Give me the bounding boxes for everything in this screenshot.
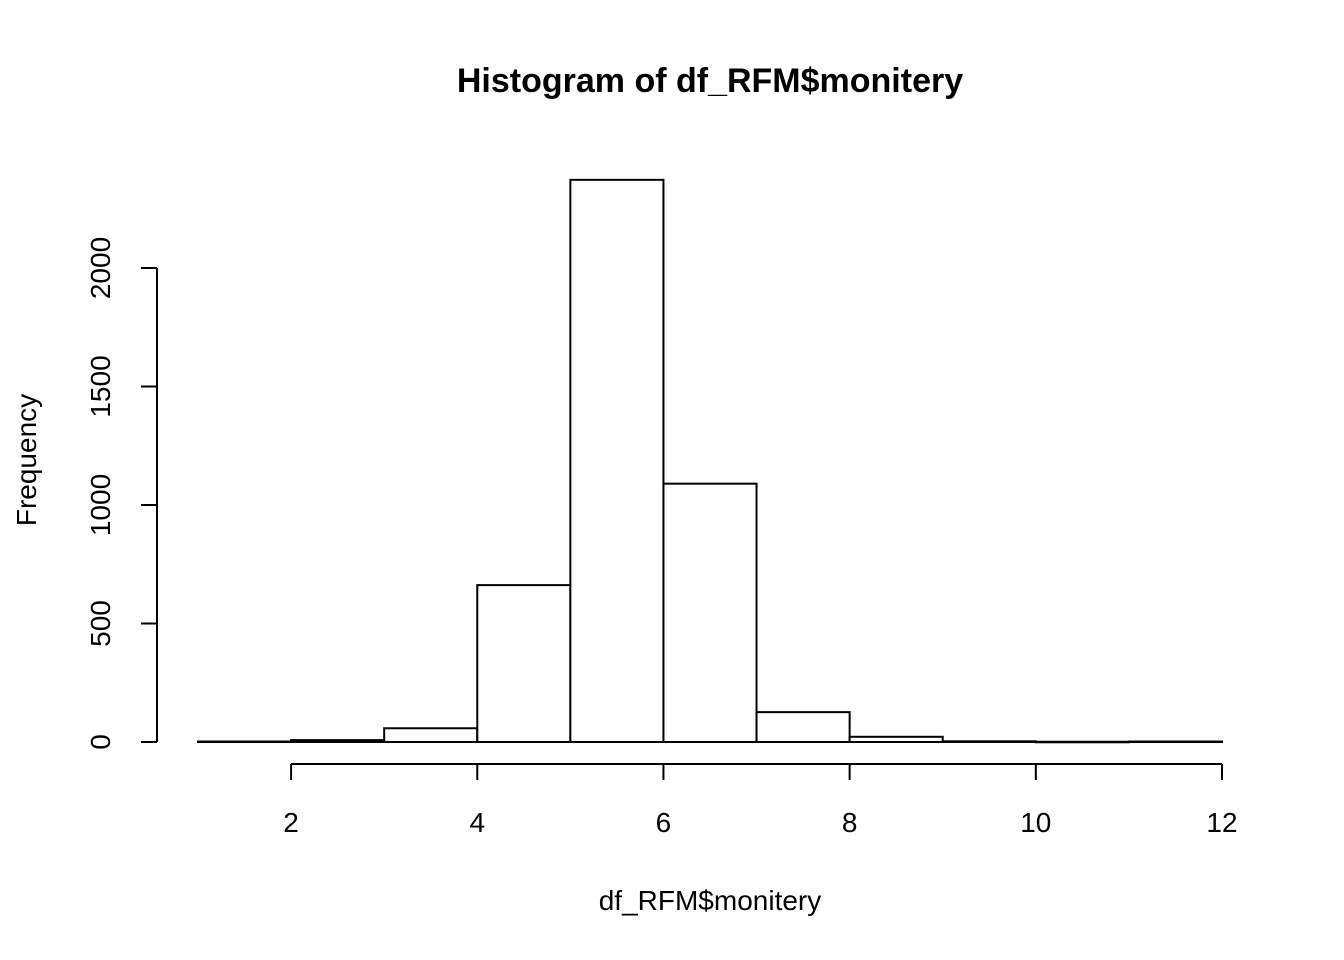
x-tick-label: 4: [469, 807, 485, 838]
y-tick-label: 1500: [85, 355, 116, 417]
x-axis-label: df_RFM$monitery: [599, 885, 822, 916]
x-tick-label: 8: [842, 807, 858, 838]
bars-group: [197, 178, 1223, 744]
x-axis: 2 4 6 8 10 12: [283, 763, 1238, 838]
y-tick-label: 0: [85, 734, 116, 750]
x-tick-label: 10: [1020, 807, 1051, 838]
y-tick-label: 1000: [85, 474, 116, 536]
y-axis-label: Frequency: [11, 394, 42, 526]
x-tick-label: 2: [283, 807, 299, 838]
y-tick-label: 500: [85, 600, 116, 647]
histogram-bar: [290, 739, 386, 744]
y-tick-label: 2000: [85, 237, 116, 299]
histogram-bar: [1127, 740, 1223, 744]
histogram-bar: [476, 584, 572, 744]
histogram-bar: [383, 727, 479, 744]
histogram-bar: [662, 482, 758, 743]
x-tick-label: 6: [656, 807, 672, 838]
histogram-bar: [197, 740, 293, 744]
histogram-bar: [569, 178, 665, 743]
histogram-bar: [848, 735, 944, 744]
y-axis: 0 500 1000 1500 2000: [85, 237, 158, 750]
x-tick-label: 12: [1206, 807, 1237, 838]
chart-title: Histogram of df_RFM$monitery: [457, 62, 963, 100]
histogram-bar: [755, 711, 851, 743]
histogram-bar: [941, 740, 1037, 744]
histogram-bar: [1034, 740, 1130, 744]
